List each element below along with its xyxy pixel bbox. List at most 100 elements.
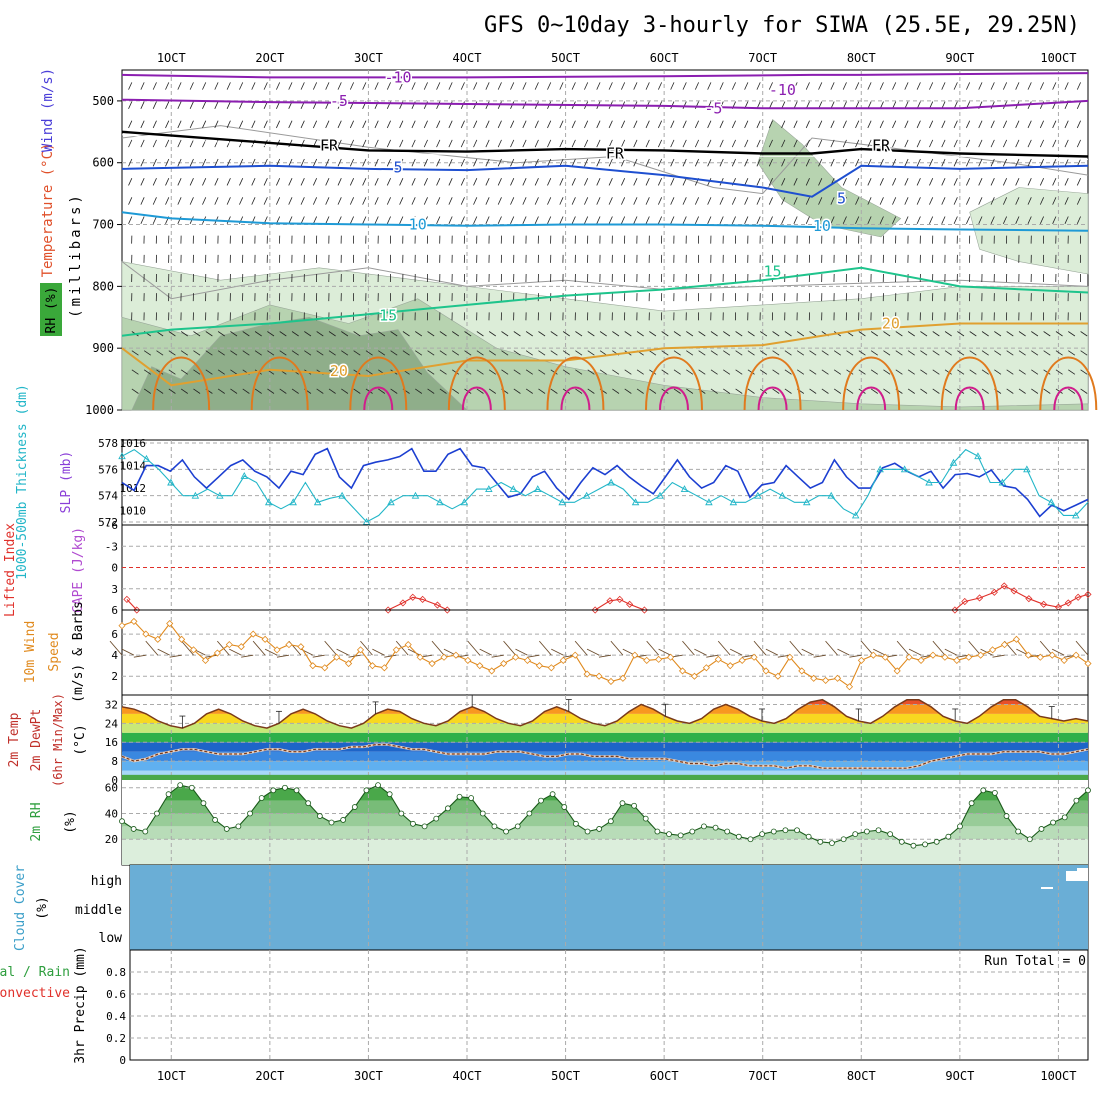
- wind-barb: [612, 388, 620, 394]
- temp-band: [122, 713, 1088, 724]
- wind-barb: [312, 197, 318, 205]
- wind-barb: [202, 178, 207, 186]
- wind-barb: [744, 139, 749, 148]
- wind-barb: [781, 120, 786, 129]
- y-tick-label: 0: [119, 1054, 126, 1067]
- wind-barb: [957, 331, 965, 337]
- wind-barb: [411, 139, 416, 148]
- wind-barb: [768, 178, 773, 186]
- data-point: [798, 667, 806, 675]
- data-point: [225, 641, 233, 649]
- wind-barb: [559, 216, 564, 224]
- wind-barb: [633, 82, 638, 90]
- wind-barb: [571, 178, 576, 186]
- wind-barb: [612, 331, 620, 337]
- wind-barb: [451, 388, 460, 394]
- data-point: [933, 838, 940, 845]
- wind-barb: [337, 139, 342, 148]
- wind-barb: [276, 82, 281, 90]
- data-point: [851, 511, 860, 519]
- wind-barb: [325, 178, 330, 186]
- series-line: [121, 447, 1089, 518]
- wind-barb: [990, 101, 995, 109]
- wind-barb: [599, 331, 607, 337]
- wind-barb: [978, 178, 983, 186]
- y-tick-label: 40: [105, 807, 118, 820]
- contour-label: FR: [606, 144, 625, 162]
- data-point: [875, 827, 882, 834]
- data-point: [345, 659, 353, 668]
- wind-barb: [969, 388, 977, 394]
- wind-barb: [1039, 158, 1045, 167]
- wind-barb: [707, 82, 712, 90]
- wind-barb: [312, 216, 318, 224]
- wind-barb: [855, 139, 860, 148]
- wind-barb: [953, 216, 958, 224]
- wind-barb: [966, 120, 971, 129]
- data-point: [464, 656, 472, 664]
- series-line: [121, 620, 1089, 688]
- contour-label: 5: [393, 159, 402, 177]
- wind-barb: [879, 178, 884, 186]
- wind-barb: [423, 139, 428, 148]
- wind-barb: [360, 640, 373, 656]
- wind-barb: [870, 388, 878, 394]
- wind-barb: [932, 388, 940, 394]
- wind-barb: [575, 331, 583, 337]
- data-point: [596, 826, 603, 832]
- wind-barb: [288, 178, 293, 186]
- wind-barb: [707, 158, 712, 167]
- wind-barb: [168, 350, 176, 356]
- wind-barb: [128, 197, 133, 205]
- wind-barb: [168, 331, 176, 337]
- wind-barb: [753, 640, 767, 656]
- wind-barb: [571, 216, 576, 224]
- wind-barb: [768, 158, 773, 167]
- wind-barb: [488, 331, 497, 337]
- wind-barb: [473, 216, 478, 224]
- wind-barb: [1031, 331, 1039, 337]
- data-point: [533, 485, 542, 493]
- wind-barb: [760, 369, 768, 375]
- wind-barb: [399, 197, 404, 205]
- data-point: [223, 826, 230, 832]
- wind-barb: [263, 197, 268, 205]
- wind-barb: [805, 216, 810, 224]
- wind-barb: [1064, 82, 1069, 90]
- wind10m-panel: 2 4 6 10m Wind Speed (m/s) & Barbs: [23, 601, 1092, 703]
- wind-barb: [252, 640, 266, 656]
- wind-barb: [1075, 640, 1089, 656]
- data-point: [1038, 826, 1045, 832]
- wind-barb: [479, 648, 492, 656]
- cloud-panel: high middle low Cloud Cover (%): [13, 864, 1089, 951]
- wind-barb: [128, 178, 133, 186]
- wind-barb: [1068, 388, 1076, 394]
- y-axis-title-wind-a: 10m Wind: [23, 621, 38, 684]
- x-tick-label-bottom: 4OCT: [453, 1069, 482, 1083]
- wind-barb: [304, 350, 312, 356]
- data-point: [526, 810, 533, 817]
- wind-barb: [501, 369, 509, 375]
- wind-barb: [929, 178, 934, 186]
- wind-barb: [916, 139, 921, 148]
- y-axis-title-precip-a: tal / Rain: [0, 965, 70, 980]
- data-point: [607, 677, 615, 686]
- wind-barb: [636, 369, 644, 375]
- wind-barb: [202, 197, 207, 205]
- wind-barb: [226, 197, 231, 205]
- wind-barb: [957, 350, 965, 356]
- wind-barb: [842, 216, 847, 224]
- wind-barb: [571, 139, 576, 148]
- wind-barb: [1015, 120, 1020, 129]
- data-point: [968, 800, 975, 807]
- wind-barb: [904, 120, 909, 129]
- wind-barb: [793, 178, 798, 186]
- wind-barb: [276, 120, 281, 129]
- wind-barb: [825, 640, 838, 656]
- wind-barb: [140, 101, 145, 109]
- wind-barb: [242, 388, 250, 394]
- y-axis-title-wind: Wind (m/s): [40, 68, 56, 152]
- wind-barb: [929, 197, 934, 205]
- data-point: [313, 498, 322, 506]
- wind-barb: [180, 369, 188, 375]
